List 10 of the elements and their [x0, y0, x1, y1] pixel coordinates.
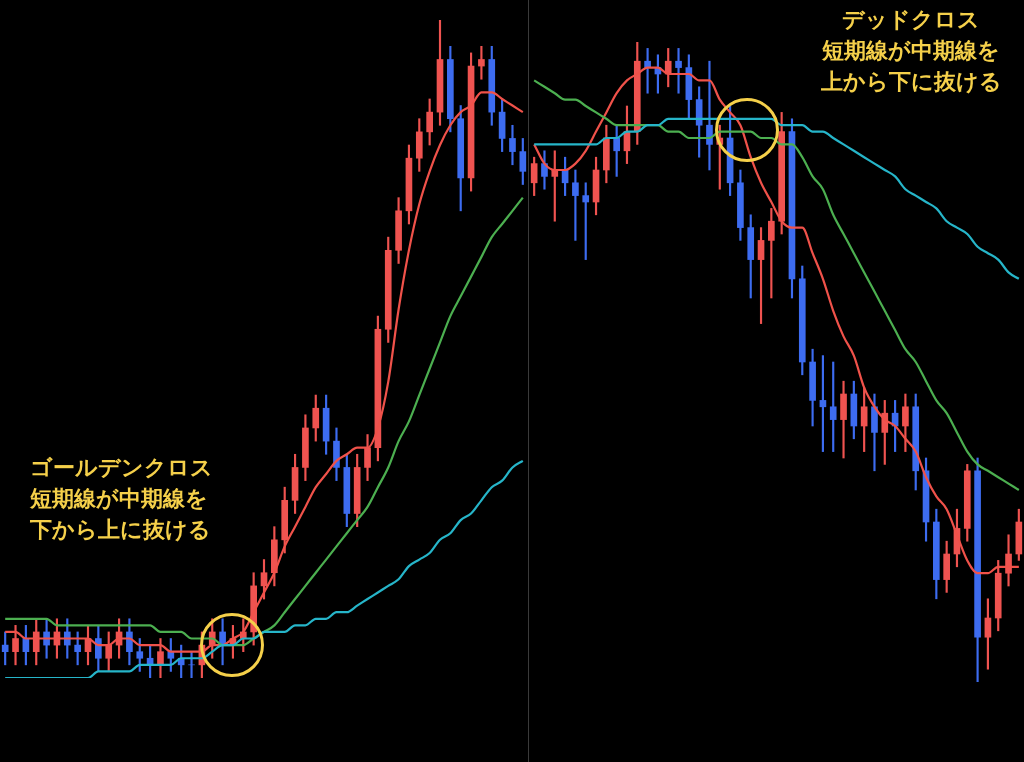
candlestick	[706, 60, 713, 171]
candlestick	[840, 380, 847, 459]
annotation: 短期線が中期線を	[30, 485, 209, 513]
annotation: 上から下に抜ける	[819, 68, 1003, 96]
candlestick	[509, 124, 516, 166]
text: デッドクロス	[841, 6, 981, 34]
annotation: ゴールデンクロス	[30, 454, 214, 482]
candlestick	[675, 48, 682, 94]
annotation: 下から上に抜ける	[30, 516, 212, 544]
annotation: 短期線が中期線を	[821, 37, 1001, 65]
